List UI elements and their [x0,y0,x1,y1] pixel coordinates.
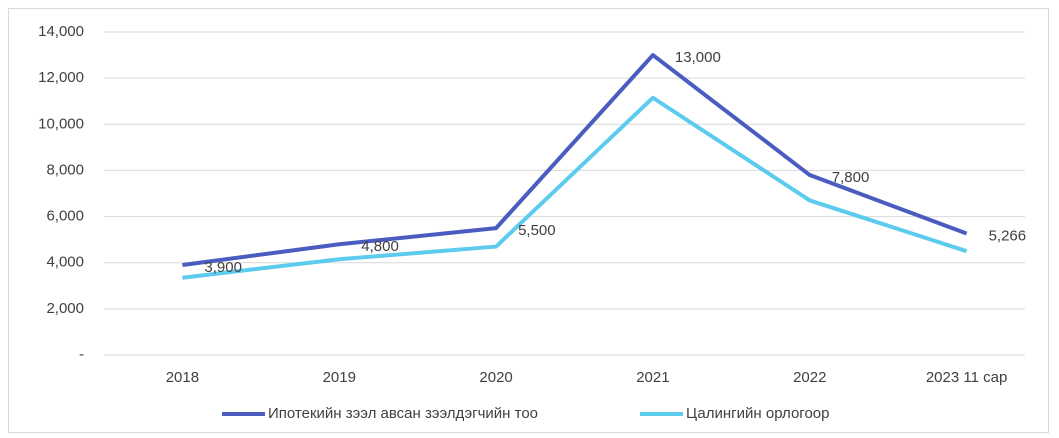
y-tick-label: 10,000 [38,115,84,132]
x-tick-label: 2021 [636,369,669,386]
x-tick-label: 2022 [793,369,826,386]
x-tick-label: 2018 [166,369,199,386]
y-tick-label: 8,000 [46,161,84,178]
y-tick-label: 6,000 [46,208,84,225]
x-tick-label: 2023 11 сар [926,369,1007,386]
data-label: 13,000 [675,49,721,66]
x-tick-label: 2020 [479,369,512,386]
data-label: 5,500 [518,222,556,239]
series-line [182,53,968,268]
legend-label: Ипотекийн зээл авсан зээлдэгчийн тоо [268,405,538,422]
chart-frame [8,8,1049,433]
legend-label: Цалингийн орлогоор [686,405,829,422]
data-label: 4,800 [361,238,399,255]
data-label: 3,900 [204,259,242,276]
y-tick-label: 2,000 [46,300,84,317]
series-line [182,95,968,280]
x-tick-label: 2019 [323,369,356,386]
y-tick-label: 12,000 [38,69,84,86]
y-tick-label: 14,000 [38,23,84,40]
y-tick-label: - [79,346,84,363]
data-label: 7,800 [832,169,870,186]
data-label: 5,266 [989,227,1027,244]
y-tick-label: 4,000 [46,254,84,271]
